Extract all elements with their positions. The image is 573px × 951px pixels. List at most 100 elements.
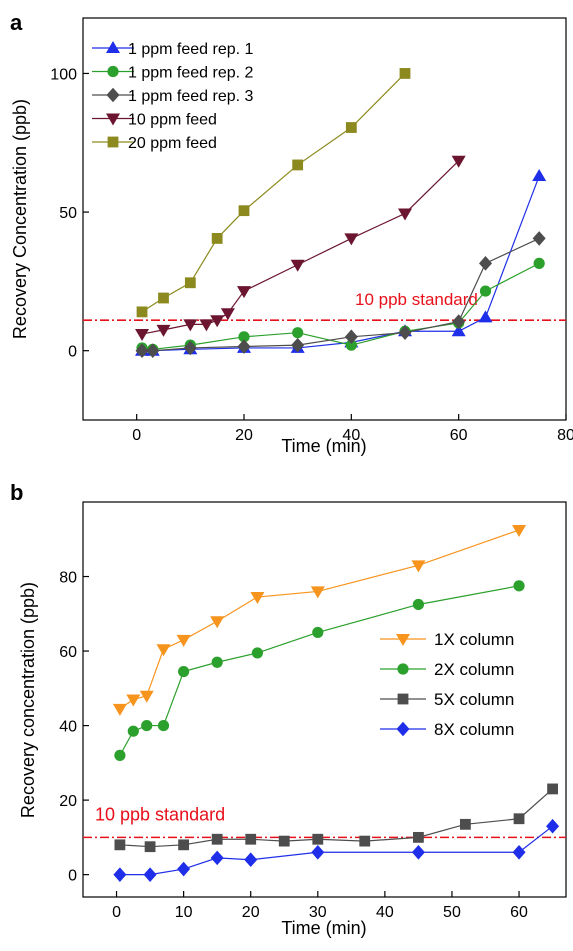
x-tick-label: 60: [510, 904, 528, 921]
series-line: [119, 788, 553, 848]
reference-line-label: 10 ppb standard: [95, 804, 225, 824]
x-tick-label: 0: [132, 427, 141, 444]
data-point: [292, 327, 304, 339]
series-2: [114, 580, 525, 761]
x-tick-label: 40: [342, 427, 360, 444]
data-point: [278, 835, 290, 847]
legend-label: 10 ppm feed: [128, 112, 217, 129]
series-4: [135, 155, 466, 342]
y-tick-label: 50: [59, 205, 77, 222]
data-point: [245, 833, 257, 845]
data-point: [157, 719, 170, 732]
data-point: [177, 861, 191, 877]
series-5: [136, 68, 411, 318]
data-point: [532, 231, 546, 246]
data-point: [478, 310, 493, 323]
data-point: [136, 306, 148, 318]
legend-swatch-marker: [396, 721, 410, 737]
data-point: [250, 592, 265, 605]
data-point: [135, 343, 149, 358]
y-tick-label: 40: [59, 719, 77, 736]
data-point: [459, 818, 471, 830]
data-point: [512, 524, 527, 537]
data-point: [139, 690, 154, 703]
series-line: [141, 262, 540, 350]
series-2: [136, 257, 545, 355]
data-point: [451, 155, 466, 168]
series-line: [142, 175, 540, 352]
data-point: [127, 725, 139, 737]
data-point: [398, 208, 412, 221]
legend-swatch-marker: [397, 663, 409, 675]
data-point: [156, 324, 171, 337]
legend-swatch-marker: [396, 634, 410, 646]
y-tick-label: 80: [59, 570, 77, 587]
legend-entry: 10 ppm feed: [92, 112, 217, 129]
data-point: [158, 292, 169, 304]
data-point: [251, 647, 264, 659]
legend-swatch-marker: [106, 113, 120, 126]
x-tick-label: 20: [235, 427, 253, 444]
data-point: [144, 841, 156, 853]
data-point: [210, 315, 225, 328]
data-point: [290, 259, 305, 272]
x-tick-label: 30: [309, 904, 327, 921]
data-point: [359, 835, 371, 847]
legend: 1X column 2X column 5X column 8X column: [380, 630, 514, 739]
y-tick-label: 100: [50, 66, 77, 83]
data-point: [176, 634, 191, 647]
data-point: [291, 337, 305, 353]
legend-entry: 8X column: [380, 720, 514, 739]
legend-entry: 1 ppm feed rep. 2: [92, 65, 254, 82]
data-point: [345, 122, 357, 133]
x-tick-label: 40: [376, 904, 394, 921]
legend-swatch-marker: [107, 136, 119, 148]
data-point: [114, 839, 126, 851]
data-point: [311, 844, 325, 860]
data-point: [312, 626, 324, 639]
data-point: [184, 277, 196, 289]
data-point: [135, 329, 150, 342]
y-tick-label: 0: [68, 344, 77, 361]
x-tick-label: 0: [112, 904, 121, 921]
data-point: [546, 818, 560, 834]
series-line: [119, 529, 520, 710]
data-point: [344, 233, 359, 246]
legend-entry: 5X column: [380, 690, 514, 709]
data-point: [292, 159, 304, 171]
data-point: [156, 644, 171, 657]
legend-label: 1X column: [434, 630, 514, 649]
legend-label: 20 ppm feed: [128, 135, 217, 152]
data-point: [238, 205, 250, 217]
x-tick-label: 20: [242, 904, 260, 921]
y-tick-label: 0: [68, 868, 77, 885]
data-point: [113, 867, 127, 882]
data-point: [211, 833, 223, 845]
data-point: [310, 586, 325, 599]
data-point: [413, 831, 424, 843]
data-point: [312, 833, 324, 845]
data-point: [112, 703, 127, 716]
data-point: [183, 340, 197, 356]
panel-label: b: [10, 480, 23, 505]
data-point: [345, 339, 357, 351]
series-line: [119, 585, 520, 756]
data-point: [238, 331, 250, 343]
data-point: [452, 314, 466, 329]
y-tick-label: 20: [59, 793, 77, 810]
panel-label: a: [10, 10, 23, 35]
data-point: [178, 839, 190, 851]
data-point: [244, 852, 258, 868]
data-point: [126, 694, 141, 707]
y-axis-label: Recovery concentration (ppb): [18, 582, 38, 818]
data-point: [183, 319, 198, 332]
data-point: [178, 665, 190, 678]
legend-label: 2X column: [434, 660, 514, 679]
legend-entry: 2X column: [380, 660, 514, 679]
data-point: [411, 560, 426, 573]
series-3: [135, 231, 546, 358]
legend-label: 5X column: [434, 690, 514, 709]
data-point: [344, 329, 358, 345]
